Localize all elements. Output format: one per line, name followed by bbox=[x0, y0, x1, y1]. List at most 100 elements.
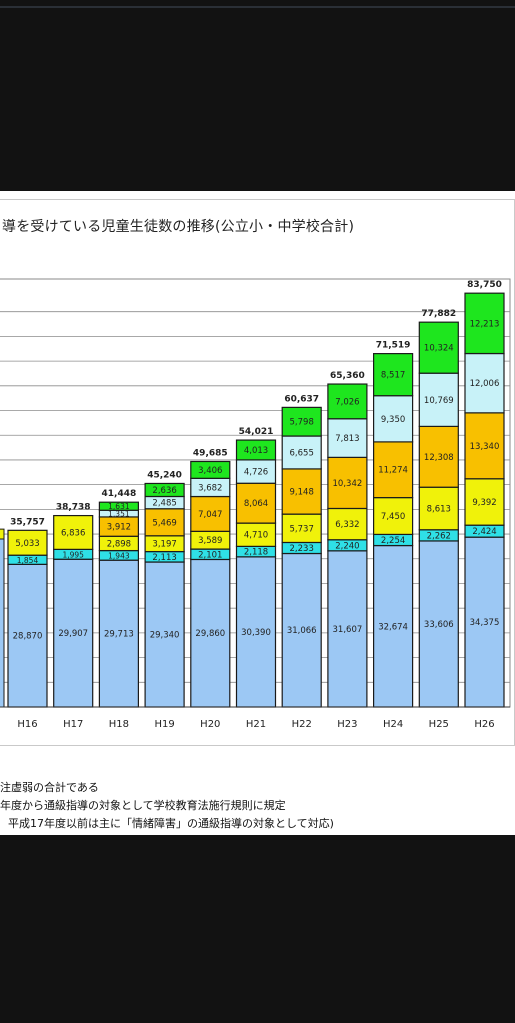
bar-segment bbox=[144, 508, 185, 537]
category-tick-label: H25 bbox=[429, 719, 449, 730]
total-value-label: 83,750 bbox=[467, 280, 502, 290]
segment-value-label: 1,995 bbox=[62, 550, 84, 559]
bar-segment bbox=[464, 292, 505, 355]
segment-value-label: 4,726 bbox=[244, 468, 268, 478]
window-top-line bbox=[0, 6, 515, 8]
bar-segment bbox=[327, 507, 368, 541]
segment-value-label: 4,013 bbox=[244, 446, 268, 456]
bar-segment bbox=[53, 514, 94, 550]
segment-value-label: 4,710 bbox=[244, 531, 268, 541]
bar-segment bbox=[327, 550, 368, 708]
bar-segment bbox=[464, 478, 505, 526]
bar-segment bbox=[53, 558, 94, 708]
segment-value-label: 9,350 bbox=[381, 415, 405, 425]
category-tick-label: H24 bbox=[383, 719, 403, 730]
segment-value-label: 2,240 bbox=[335, 541, 359, 551]
segment-value-label: 2,898 bbox=[107, 539, 131, 549]
chart-title: 導を受けている児童生徒数の推移(公立小・中学校合計) bbox=[2, 219, 355, 235]
bar-segment bbox=[373, 544, 414, 708]
segment-value-label: 12,213 bbox=[470, 319, 500, 329]
segment-value-label: 1,631 bbox=[108, 502, 130, 511]
total-value-label: 60,637 bbox=[284, 394, 319, 404]
category-tick-label: H26 bbox=[474, 719, 494, 730]
segment-value-label: 33,606 bbox=[424, 620, 454, 630]
chart-photo: 導を受けている児童生徒数の推移(公立小・中学校合計) 28,870 1,854 5,… bbox=[0, 191, 515, 835]
cropped-bar-segment bbox=[0, 528, 5, 540]
segment-value-label: 3,197 bbox=[152, 540, 176, 550]
segment-value-label: 12,308 bbox=[424, 453, 454, 463]
segment-value-label: 2,485 bbox=[152, 499, 176, 509]
segment-value-label: 32,674 bbox=[378, 622, 408, 632]
note-line-3: 平成17年度以前は主に「情緒障害」の通級指導の対象として対応) bbox=[8, 817, 334, 830]
total-value-label: 45,240 bbox=[147, 470, 182, 480]
cropped-bar-segment bbox=[0, 538, 5, 708]
segment-value-label: 12,006 bbox=[470, 379, 500, 389]
bar-segment bbox=[327, 383, 368, 420]
segment-value-label: 3,912 bbox=[107, 523, 131, 533]
bar-segment bbox=[98, 559, 140, 708]
segment-value-label: 6,836 bbox=[61, 528, 85, 538]
segment-value-label: 2,233 bbox=[290, 544, 314, 554]
segment-value-label: 2,254 bbox=[381, 536, 405, 546]
bar-segment bbox=[418, 321, 459, 374]
segment-value-label: 5,469 bbox=[152, 518, 176, 528]
bar-segment bbox=[281, 468, 322, 515]
segment-value-label: 9,148 bbox=[290, 488, 314, 498]
category-tick-label: H18 bbox=[109, 719, 129, 730]
segment-value-label: 13,340 bbox=[470, 442, 500, 452]
segment-value-label: 11,274 bbox=[378, 466, 408, 476]
segment-value-label: 1,351 bbox=[108, 510, 130, 519]
segment-value-label: 3,682 bbox=[198, 483, 222, 493]
bar-segment bbox=[373, 353, 414, 397]
segment-value-label: 10,342 bbox=[333, 479, 363, 489]
segment-value-label: 29,713 bbox=[104, 630, 134, 640]
bar-segment bbox=[281, 406, 322, 437]
segment-value-label: 9,392 bbox=[472, 498, 496, 508]
bar-segment bbox=[7, 563, 48, 708]
total-value-label: 71,519 bbox=[376, 341, 411, 351]
category-tick-label: H22 bbox=[292, 719, 312, 730]
segment-value-label: 28,870 bbox=[13, 632, 43, 642]
bar-segment bbox=[144, 482, 185, 498]
bar-segment bbox=[190, 460, 231, 479]
segment-value-label: 1,854 bbox=[17, 556, 39, 565]
segment-value-label: 6,332 bbox=[335, 520, 359, 530]
segment-value-label: 5,033 bbox=[15, 539, 39, 549]
segment-value-label: 29,340 bbox=[150, 631, 180, 641]
total-value-label: 77,882 bbox=[421, 309, 456, 319]
segment-value-label: 1,943 bbox=[108, 551, 130, 560]
segment-value-label: 5,737 bbox=[290, 524, 314, 534]
segment-value-label: 2,424 bbox=[472, 527, 496, 537]
segment-value-label: 7,047 bbox=[198, 510, 222, 520]
segment-value-label: 2,636 bbox=[152, 486, 176, 496]
segment-value-label: 7,450 bbox=[381, 512, 405, 522]
bar-segment bbox=[144, 561, 185, 708]
bar-segment bbox=[327, 418, 368, 458]
bar-segment bbox=[98, 501, 140, 511]
segment-value-label: 2,262 bbox=[427, 531, 451, 541]
category-tick-label: H17 bbox=[63, 719, 83, 730]
bar-segment bbox=[281, 552, 322, 708]
segment-value-label: 34,375 bbox=[470, 618, 500, 628]
stacked-bar-chart: 28,870 1,854 5,033 35,757 H16 29,907 1,995 6,83… bbox=[0, 278, 511, 730]
segment-value-label: 31,607 bbox=[333, 625, 363, 635]
segment-value-label: 8,064 bbox=[244, 499, 268, 509]
total-value-label: 65,360 bbox=[330, 371, 365, 381]
bar-segment bbox=[190, 558, 231, 708]
segment-value-label: 3,589 bbox=[198, 536, 222, 546]
notes: 注虚弱の合計である 年度から通級指導の対象として学校教育法施行規則に規定 平成1… bbox=[0, 779, 334, 833]
bar-segment bbox=[190, 495, 231, 532]
bar-segment bbox=[418, 425, 459, 488]
total-value-label: 49,685 bbox=[193, 448, 228, 458]
category-tick-label: H16 bbox=[17, 719, 37, 730]
bar-segment bbox=[235, 482, 277, 524]
total-value-label: 38,738 bbox=[56, 503, 91, 513]
segment-value-label: 10,324 bbox=[424, 344, 454, 354]
segment-value-label: 2,113 bbox=[152, 553, 176, 563]
segment-value-label: 3,406 bbox=[198, 466, 222, 476]
segment-value-label: 8,613 bbox=[427, 504, 451, 514]
segment-value-label: 5,798 bbox=[290, 418, 314, 428]
segment-value-label: 7,813 bbox=[335, 434, 359, 444]
segment-value-label: 31,066 bbox=[287, 626, 317, 636]
segment-value-label: 10,769 bbox=[424, 396, 454, 406]
